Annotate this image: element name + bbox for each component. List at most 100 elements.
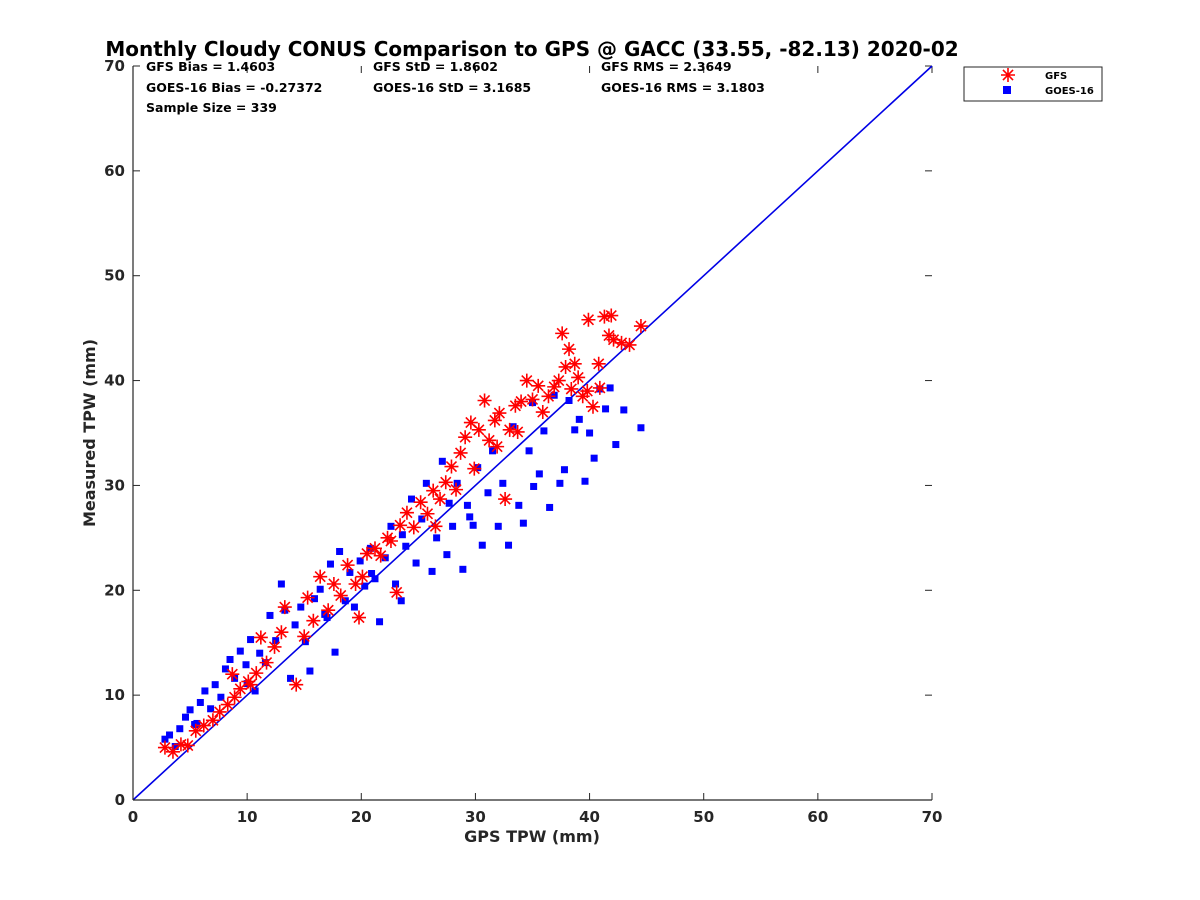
gfs-point-glyph	[289, 677, 304, 692]
gfs-point	[428, 519, 443, 534]
goes16-point	[499, 479, 507, 487]
stat-goes-bias: GOES-16 Bias = -0.27372	[146, 80, 322, 95]
gfs-point	[165, 744, 180, 759]
gfs-point-glyph	[519, 373, 534, 388]
goes16-point	[453, 479, 461, 487]
stat-goes-std: GOES-16 StD = 3.1685	[373, 80, 531, 95]
gfs-point	[463, 415, 478, 430]
gfs-point	[180, 738, 195, 753]
gfs-point	[606, 332, 621, 347]
gfs-point	[567, 356, 582, 371]
goes16-point	[515, 501, 523, 509]
gfs-point	[212, 704, 227, 719]
goes16-point	[397, 597, 405, 605]
gfs-point-glyph	[541, 389, 556, 404]
goes16-point	[418, 515, 426, 523]
gfs-point	[633, 319, 648, 334]
goes16-point	[272, 637, 280, 645]
gfs-point-glyph	[274, 625, 289, 640]
goes16-point	[637, 424, 645, 432]
gfs-point-glyph	[614, 335, 629, 350]
goes16-point	[323, 614, 331, 622]
gfs-point	[306, 613, 321, 628]
gfs-point-glyph	[508, 398, 523, 413]
gfs-point	[585, 399, 600, 414]
goes16-point	[381, 554, 389, 562]
gfs-point-glyph	[399, 505, 414, 520]
gfs-point-glyph	[558, 359, 573, 374]
gfs-point-glyph	[458, 430, 473, 445]
stat-sample-size: Sample Size = 339	[146, 100, 277, 115]
gfs-point	[510, 424, 525, 439]
gfs-point-glyph	[426, 483, 441, 498]
gfs-point	[514, 394, 529, 409]
gfs-point	[547, 379, 562, 394]
gfs-point-glyph	[592, 380, 607, 395]
gfs-point-glyph	[449, 482, 464, 497]
gfs-point-glyph	[606, 332, 621, 347]
gfs-point	[498, 492, 513, 507]
gfs-point-glyph	[467, 461, 482, 476]
y-tick-labels: 0 10 20 30 40 50 60 70	[104, 57, 125, 809]
gfs-point-glyph	[581, 312, 596, 327]
gfs-point-glyph	[321, 603, 336, 618]
gfs-point	[274, 625, 289, 640]
gfs-point-glyph	[333, 588, 348, 603]
gfs-point	[604, 308, 619, 323]
gfs-point	[551, 373, 566, 388]
y-tick-label: 30	[104, 476, 125, 494]
goes16-point	[217, 693, 225, 701]
goes16-point	[350, 603, 358, 611]
one-to-one-line	[132, 65, 933, 801]
x-tick-label: 50	[693, 808, 714, 826]
goes16-point	[336, 547, 344, 555]
gfs-point-glyph	[444, 459, 459, 474]
gfs-point-glyph	[313, 569, 328, 584]
goes16-point	[463, 501, 471, 509]
x-tick-label: 70	[922, 808, 943, 826]
gfs-point	[389, 585, 404, 600]
goes16-point	[207, 705, 215, 713]
goes16-point	[287, 674, 295, 682]
gfs-point-glyph	[225, 667, 240, 682]
goes16-point	[478, 541, 486, 549]
gfs-point-glyph	[604, 308, 619, 323]
y-tick-label: 40	[104, 372, 125, 390]
gfs-point-glyph	[249, 666, 264, 681]
gfs-point	[535, 405, 550, 420]
gfs-point	[297, 629, 312, 644]
gfs-point-glyph	[492, 406, 507, 421]
gfs-point-glyph	[562, 342, 577, 357]
goes16-point	[171, 743, 179, 751]
goes16-point	[326, 560, 334, 568]
goes16-point	[612, 441, 620, 449]
gfs-point	[383, 534, 398, 549]
gfs-point-glyph	[482, 433, 497, 448]
gfs-point	[205, 713, 220, 728]
goes16-point	[581, 477, 589, 485]
gfs-point	[541, 389, 556, 404]
gfs-point-glyph	[393, 518, 408, 533]
gfs-point-glyph	[306, 613, 321, 628]
gfs-point-glyph	[340, 558, 355, 573]
gfs-point-glyph	[352, 610, 367, 625]
gfs-point	[477, 393, 492, 408]
gfs-point-glyph	[157, 740, 172, 755]
gfs-point	[592, 380, 607, 395]
gfs-point-glyph	[498, 492, 513, 507]
goes16-point	[565, 396, 573, 404]
goes16-point	[242, 661, 250, 669]
goes16-point	[306, 667, 314, 675]
gfs-point	[367, 541, 382, 556]
goes16-point	[398, 531, 406, 539]
goes16-point	[422, 479, 430, 487]
gfs-point	[348, 576, 363, 591]
gfs-point	[220, 697, 235, 712]
goes16-point	[186, 706, 194, 714]
gfs-point	[502, 422, 517, 437]
gfs-point-glyph	[326, 576, 341, 591]
goes16-point	[494, 522, 502, 530]
goes16-point	[361, 582, 369, 590]
gfs-point	[340, 558, 355, 573]
gfs-point-glyph	[622, 337, 637, 352]
